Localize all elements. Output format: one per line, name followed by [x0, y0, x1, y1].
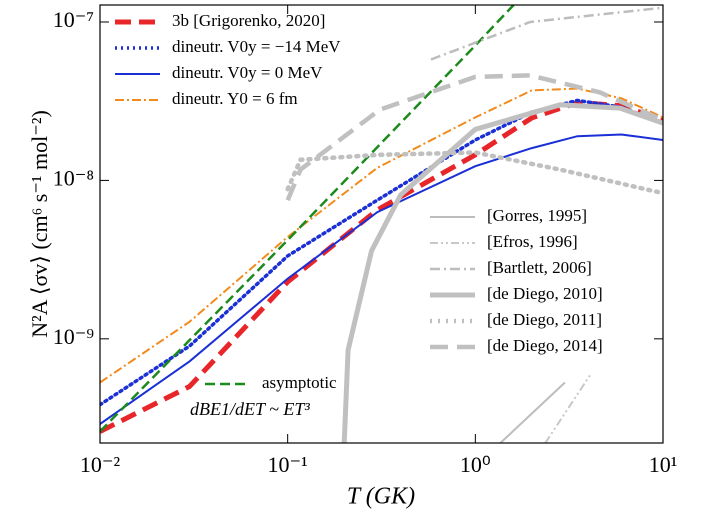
series-line [499, 381, 566, 443]
y-axis-label: N²A ⟨σv⟩ (cm⁶ s⁻¹ mol⁻²) [27, 110, 52, 338]
legend-label: [de Diego, 2010] [487, 284, 603, 303]
legend-label: [Gorres, 1995] [487, 206, 587, 225]
x-tick-label: 10⁻² [80, 452, 121, 477]
y-tick-label: 10⁻⁹ [53, 324, 95, 349]
legend-label: dineutr. Y0 = 6 fm [172, 89, 298, 108]
annotation: dBE1/dET ~ ET³ [190, 399, 310, 419]
legend-label: dineutr. V0y = −14 MeV [172, 37, 341, 56]
plot-area [100, 5, 663, 443]
series-line [100, 133, 663, 425]
y-tick-label: 10⁻⁷ [53, 7, 94, 32]
x-tick-label: 10⁻¹ [268, 452, 308, 477]
legend-label: [Efros, 1996] [487, 232, 578, 251]
legend-label: dineutr. V0y = 0 MeV [172, 63, 323, 82]
legend-label: [de Diego, 2014] [487, 336, 603, 355]
y-tick-label: 10⁻⁸ [53, 165, 94, 190]
series-line [100, 98, 663, 407]
series-line [285, 150, 663, 196]
x-tick-label: 10¹ [649, 452, 678, 477]
series-line [544, 374, 591, 443]
legend-label: 3b [Grigorenko, 2020] [172, 11, 325, 30]
x-tick-label: 10⁰ [460, 452, 491, 477]
series-line [100, 100, 663, 434]
series-line [285, 73, 663, 202]
x-axis-label: T (GK) [347, 484, 415, 510]
series-line [430, 6, 663, 61]
frame [99, 4, 664, 444]
legend-label: [Bartlett, 2006] [487, 258, 592, 277]
series-line [341, 102, 663, 443]
legend-label: asymptotic [262, 373, 337, 392]
legend-label: [de Diego, 2011] [487, 310, 602, 329]
